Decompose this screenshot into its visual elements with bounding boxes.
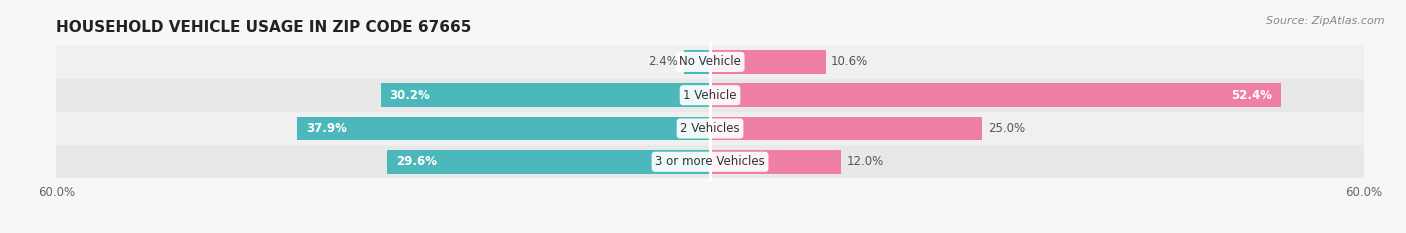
Bar [56,112,1364,145]
Text: 10.6%: 10.6% [831,55,869,69]
Text: HOUSEHOLD VEHICLE USAGE IN ZIP CODE 67665: HOUSEHOLD VEHICLE USAGE IN ZIP CODE 6766… [56,20,471,35]
Text: 12.0%: 12.0% [846,155,883,168]
Bar [710,50,825,74]
Bar [56,45,1364,79]
Text: 30.2%: 30.2% [389,89,430,102]
Bar [710,83,1281,107]
Text: 25.0%: 25.0% [988,122,1025,135]
Bar [710,116,983,140]
Bar [388,150,710,174]
Bar [297,116,710,140]
Text: 52.4%: 52.4% [1232,89,1272,102]
Text: 1 Vehicle: 1 Vehicle [683,89,737,102]
Text: 37.9%: 37.9% [305,122,347,135]
Text: 29.6%: 29.6% [396,155,437,168]
Text: 3 or more Vehicles: 3 or more Vehicles [655,155,765,168]
Bar [56,79,1364,112]
Text: 2.4%: 2.4% [648,55,679,69]
Text: 2 Vehicles: 2 Vehicles [681,122,740,135]
Bar [56,145,1364,178]
Text: No Vehicle: No Vehicle [679,55,741,69]
Text: Source: ZipAtlas.com: Source: ZipAtlas.com [1267,16,1385,26]
Bar [710,150,841,174]
Bar [381,83,710,107]
Bar [683,50,710,74]
